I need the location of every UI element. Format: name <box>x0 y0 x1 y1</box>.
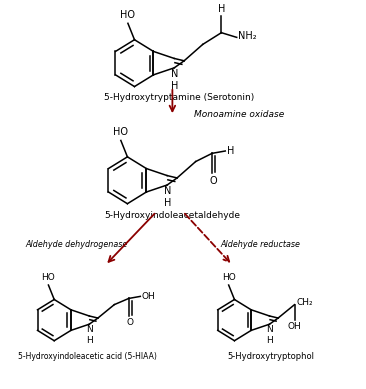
Text: H: H <box>164 198 171 208</box>
Text: 5-Hydroxyindoleacetaldehyde: 5-Hydroxyindoleacetaldehyde <box>104 210 240 219</box>
Text: Monoamine oxidase: Monoamine oxidase <box>194 110 284 119</box>
Text: 5-Hydroxytryptophol: 5-Hydroxytryptophol <box>228 352 315 361</box>
Text: NH₂: NH₂ <box>238 31 257 41</box>
Text: H: H <box>218 4 225 14</box>
Text: HO: HO <box>113 127 128 137</box>
Text: O: O <box>126 319 133 328</box>
Text: H: H <box>171 81 178 91</box>
Text: 5-Hydroxyindoleacetic acid (5-HIAA): 5-Hydroxyindoleacetic acid (5-HIAA) <box>18 352 157 361</box>
Text: H: H <box>86 336 93 345</box>
Text: N: N <box>171 69 178 79</box>
Text: N: N <box>86 325 93 334</box>
Text: 5-Hydroxytryptamine (Serotonin): 5-Hydroxytryptamine (Serotonin) <box>104 93 255 102</box>
Text: Aldehyde reductase: Aldehyde reductase <box>221 240 301 249</box>
Text: H: H <box>266 336 273 345</box>
Text: N: N <box>164 186 171 196</box>
Text: N: N <box>266 325 273 334</box>
Text: HO: HO <box>120 10 135 20</box>
Text: H: H <box>227 146 234 156</box>
Text: CH₂: CH₂ <box>296 298 313 307</box>
Text: Aldehyde dehydrogenase: Aldehyde dehydrogenase <box>26 240 128 249</box>
Text: OH: OH <box>288 322 302 331</box>
Text: HO: HO <box>222 273 236 282</box>
Text: O: O <box>209 176 217 186</box>
Text: HO: HO <box>42 273 55 282</box>
Text: OH: OH <box>141 292 155 301</box>
